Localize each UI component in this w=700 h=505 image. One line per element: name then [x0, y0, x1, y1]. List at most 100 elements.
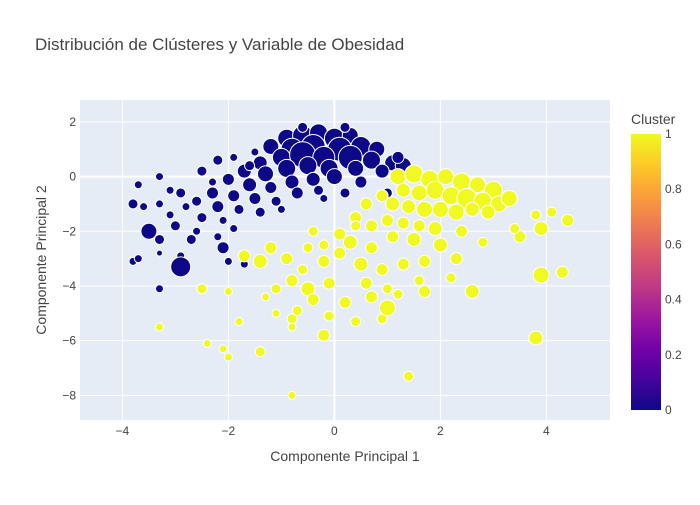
colorbar-tick-label: 1	[665, 127, 672, 141]
colorbar-tick-label: 0.4	[665, 293, 682, 307]
cluster-0-point	[133, 254, 143, 264]
cluster-1-point	[403, 370, 415, 382]
cluster-1-point	[385, 196, 401, 212]
cluster-1-point	[302, 242, 314, 254]
y-tick-label: −2	[62, 224, 76, 238]
cluster-0-point	[185, 233, 197, 245]
cluster-1-point	[353, 256, 369, 272]
colorbar-tick-label: 0.2	[665, 348, 682, 362]
cluster-0-point	[196, 165, 208, 177]
cluster-0-point	[140, 222, 158, 240]
cluster-0-point	[221, 172, 235, 186]
y-axis-title: Componente Principal 2	[33, 185, 49, 335]
cluster-0-point	[339, 121, 351, 133]
cluster-1-point	[338, 295, 352, 309]
cluster-1-point	[254, 346, 266, 358]
cluster-1-point	[401, 199, 417, 215]
cluster-1-point	[413, 275, 425, 287]
cluster-0-point	[212, 154, 224, 166]
cluster-1-point	[500, 189, 518, 207]
cluster-0-point	[290, 186, 304, 200]
cluster-1-point	[218, 344, 228, 354]
cluster-1-point	[252, 253, 268, 269]
cluster-1-point	[412, 219, 426, 233]
y-tick-label: −8	[62, 388, 76, 402]
cluster-1-point	[464, 283, 480, 299]
x-tick-label: −2	[222, 424, 236, 438]
y-tick-label: −4	[62, 279, 76, 293]
cluster-0-point	[165, 185, 175, 195]
cluster-1-point	[264, 241, 278, 255]
cluster-0-point	[347, 159, 365, 177]
x-tick-labels: −4 −2 0 2 4	[116, 424, 551, 438]
cluster-0-point	[227, 189, 241, 203]
cluster-1-point	[234, 317, 244, 327]
cluster-1-point	[359, 276, 373, 290]
cluster-0-point	[257, 165, 274, 183]
cluster-0-point	[213, 232, 223, 242]
cluster-0-point	[354, 175, 368, 189]
cluster-1-point	[307, 225, 319, 237]
cluster-0-point	[192, 226, 202, 236]
cluster-0-point	[156, 249, 163, 257]
cluster-1-point	[513, 230, 527, 244]
cluster-0-point	[242, 177, 258, 193]
cluster-1-point	[431, 200, 449, 218]
x-axis-title: Componente Principal 1	[270, 448, 420, 464]
cluster-0-point	[155, 284, 164, 294]
cluster-0-point	[339, 187, 351, 199]
cluster-0-point	[254, 206, 266, 218]
cluster-1-point	[561, 213, 575, 227]
cluster-1-point	[418, 284, 431, 298]
cluster-1-point	[322, 276, 336, 290]
colorbar-title: Cluster	[631, 111, 676, 127]
cluster-1-point	[300, 281, 316, 297]
cluster-0-point	[206, 186, 219, 200]
cluster-1-point	[280, 252, 294, 266]
cluster-1-point	[404, 164, 424, 184]
cluster-0-point	[155, 199, 164, 209]
cluster-1-point	[350, 220, 362, 232]
cluster-1-point	[418, 254, 431, 268]
cluster-0-point	[313, 184, 324, 196]
cluster-1-point	[318, 239, 330, 251]
cluster-1-point	[378, 299, 396, 317]
cluster-0-point	[165, 210, 175, 220]
cluster-1-point	[287, 390, 297, 400]
cluster-0-point	[297, 121, 309, 133]
cluster-0-point	[244, 160, 256, 172]
cluster-1-point	[464, 201, 480, 217]
cluster-0-point	[362, 150, 381, 170]
cluster-0-point	[216, 241, 230, 255]
cluster-0-point	[181, 202, 191, 212]
cluster-1-point	[396, 257, 410, 271]
cluster-1-point	[469, 176, 486, 194]
cluster-0-point	[208, 177, 217, 187]
cluster-0-point	[229, 224, 239, 234]
scatter-points	[127, 121, 575, 400]
cluster-1-point	[271, 308, 281, 318]
colorbar-tick-labels: 0 0.2 0.4 0.6 0.8 1	[665, 127, 682, 417]
y-tick-label: 0	[69, 170, 76, 184]
cluster-0-point	[133, 180, 143, 190]
cluster-0-point	[155, 172, 164, 182]
cluster-1-point	[480, 204, 496, 220]
cluster-1-point	[350, 316, 362, 328]
cluster-0-point	[169, 220, 181, 232]
cluster-0-point	[250, 147, 260, 157]
cluster-1-point	[425, 180, 445, 200]
cluster-1-point	[532, 266, 550, 284]
cluster-1-point	[333, 246, 347, 260]
cluster-1-point	[437, 168, 455, 186]
cluster-1-point	[530, 209, 542, 221]
cluster-1-point	[270, 283, 282, 295]
cluster-1-point	[396, 216, 410, 230]
cluster-0-point	[170, 256, 192, 278]
colorbar-tick-label: 0.8	[665, 182, 682, 196]
cluster-1-point	[375, 263, 389, 277]
cluster-1-point	[317, 254, 331, 268]
cluster-0-point	[248, 191, 262, 205]
cluster-1-point	[237, 249, 251, 263]
cluster-1-point	[410, 184, 428, 202]
cluster-1-point	[202, 338, 212, 348]
